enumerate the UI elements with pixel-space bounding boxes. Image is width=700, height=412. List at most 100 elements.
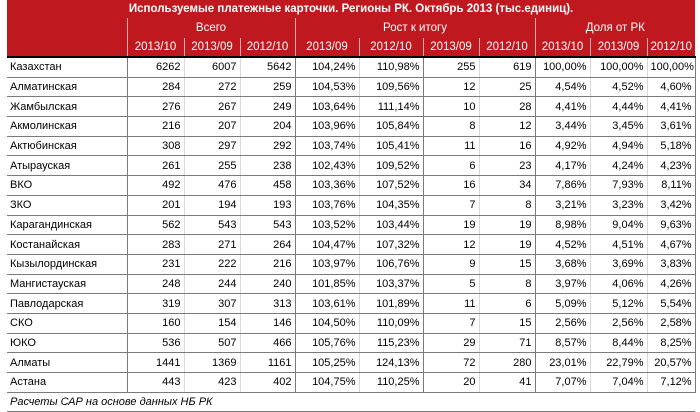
table-cell: 4,94%: [590, 136, 648, 157]
table-cell: 109,56%: [359, 77, 424, 98]
table-cell: 283: [127, 234, 185, 255]
table-cell: 110,98%: [359, 55, 424, 78]
table-cell: 103,96%: [295, 116, 360, 137]
table-row: Алматинская 284 272 259 104,53% 109,56% 12 25 4,…: [7, 77, 696, 98]
subheader-total-2013-09: 2013/09: [184, 38, 241, 57]
table-cell: 264: [240, 234, 296, 255]
table-cell: 507: [184, 333, 241, 354]
table-cell: 7,04%: [590, 372, 648, 393]
header-empty-cell: [7, 38, 128, 57]
region-name: ЮКО: [7, 333, 128, 354]
table-cell: 146: [240, 313, 296, 334]
table-cell: 104,47%: [295, 234, 360, 255]
table-cell: 543: [184, 215, 241, 236]
table-cell: 231: [127, 254, 185, 275]
table-cell: 3,97%: [535, 274, 591, 295]
subheader-growth-pct-2012-10: 2012/10: [359, 38, 424, 57]
table-cell: 103,44%: [359, 215, 424, 236]
table-cell: 3,68%: [535, 254, 591, 275]
table-cell: 276: [127, 96, 185, 118]
table-cell: 103,61%: [295, 293, 360, 314]
header-group-share: Доля от РК: [535, 18, 696, 38]
table-cell: 106,76%: [359, 254, 424, 275]
subheader-share-2013-10: 2013/10: [535, 38, 591, 57]
table-cell: 443: [127, 372, 185, 393]
table-cell: 110,09%: [359, 313, 424, 334]
table-cell: 4,67%: [647, 234, 696, 255]
subheader-row: 2013/10 2013/09 2012/10 2013/09 2012/10 …: [7, 38, 696, 57]
table-cell: 284: [127, 77, 185, 98]
table-row: Актюбинская 308 297 292 103,74% 105,41% 11 16 4,…: [7, 136, 696, 157]
table-cell: 4,60%: [647, 77, 696, 98]
table-cell: 8,11%: [647, 175, 696, 196]
region-name: Павлодарская: [7, 293, 128, 314]
table-cell: 5: [423, 274, 480, 295]
table-cell: 4,23%: [647, 155, 696, 177]
table-row: Акмолинская 216 207 204 103,96% 105,84% 8 12 3,4…: [7, 116, 696, 137]
table-cell: 6: [479, 293, 536, 314]
table-cell: 1161: [240, 352, 296, 373]
table-cell: 7,07%: [535, 372, 591, 393]
table-cell: 5,54%: [647, 293, 696, 314]
table-cell: 4,52%: [590, 77, 648, 98]
table-cell: 19: [479, 234, 536, 255]
table-cell: 3,23%: [590, 195, 648, 216]
table-cell: 12: [479, 116, 536, 137]
table-cell: 101,85%: [295, 274, 360, 295]
region-name: ЗКО: [7, 195, 128, 216]
subheader-share-2013-09: 2013/09: [590, 38, 648, 57]
header-group-growth: Рост к итогу: [295, 18, 536, 38]
table-cell: 5,18%: [647, 136, 696, 157]
table-cell: 104,35%: [359, 195, 424, 216]
table-cell: 72: [423, 352, 480, 373]
table-cell: 103,74%: [295, 136, 360, 157]
table-cell: 319: [127, 293, 185, 314]
region-name: Казахстан: [7, 55, 128, 78]
table-cell: 259: [240, 77, 296, 98]
table-row: ЗКО 201 194 193 103,76% 104,35% 7 8 3,21% 3,23% 3,…: [7, 195, 696, 216]
subheader-growth-abs-2012-10: 2012/10: [479, 38, 536, 57]
table-cell: 105,25%: [295, 352, 360, 373]
table-cell: 207: [184, 116, 241, 137]
subheader-total-2013-10: 2013/10: [127, 38, 185, 57]
region-name: ВКО: [7, 175, 128, 196]
table-cell: 4,17%: [535, 155, 591, 177]
region-name: Мангистауская: [7, 274, 128, 295]
subheader-total-2012-10: 2012/10: [240, 38, 296, 57]
table-cell: 16: [479, 136, 536, 157]
table-cell: 193: [240, 195, 296, 216]
table-cell: 9,63%: [647, 215, 696, 236]
region-name: Карагандинская: [7, 215, 128, 236]
table-cell: 4,26%: [647, 274, 696, 295]
table-cell: 103,97%: [295, 254, 360, 275]
table-cell: 104,50%: [295, 313, 360, 334]
table-row: Карагандинская 562 543 543 103,52% 103,44% 19 1…: [7, 215, 696, 236]
table-cell: 2,58%: [647, 313, 696, 334]
table-cell: 41: [479, 372, 536, 393]
table-cell: 458: [240, 175, 296, 196]
table-cell: 9: [423, 254, 480, 275]
table-cell: 6262: [127, 55, 185, 78]
table-cell: 105,41%: [359, 136, 424, 157]
table-cell: 204: [240, 116, 296, 137]
table-cell: 255: [184, 155, 241, 177]
region-name: Жамбылская: [7, 96, 128, 118]
source-note: Расчеты САР на основе данных НБ РК: [7, 391, 696, 412]
table-cell: 10: [423, 96, 480, 118]
table-row: Костанайская 283 271 264 104,47% 107,32% 12 19 4…: [7, 234, 696, 255]
table-cell: 103,64%: [295, 96, 360, 118]
table-cell: 7,93%: [590, 175, 648, 196]
subheader-growth-abs-2013-09: 2013/09: [423, 38, 480, 57]
table-cell: 105,84%: [359, 116, 424, 137]
header-empty-cell: [7, 18, 128, 38]
table-cell: 292: [240, 136, 296, 157]
table-cell: 313: [240, 293, 296, 314]
table-cell: 261: [127, 155, 185, 177]
table-cell: 103,76%: [295, 195, 360, 216]
table-cell: 19: [423, 215, 480, 236]
table-cell: 216: [127, 116, 185, 137]
table-cell: 111,14%: [359, 96, 424, 118]
table-cell: 280: [479, 352, 536, 373]
table-cell: 4,41%: [647, 96, 696, 118]
table-cell: 8,25%: [647, 333, 696, 354]
